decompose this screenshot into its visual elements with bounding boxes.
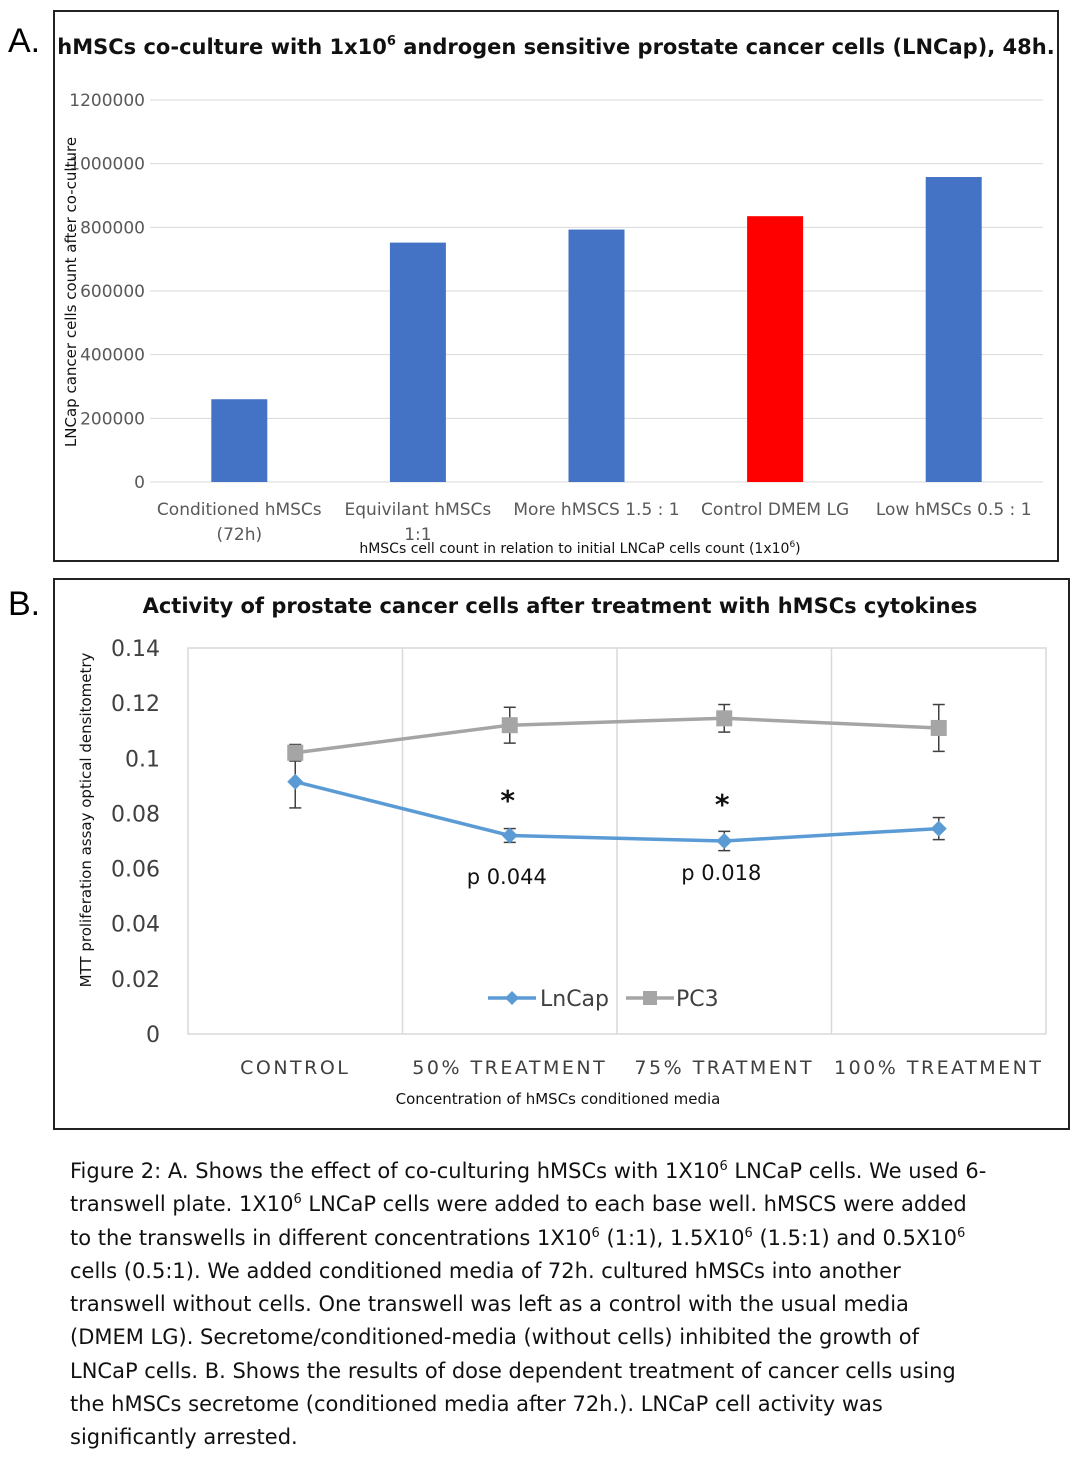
x-axis-label: hMSCs cell count in relation to initial … bbox=[359, 540, 800, 557]
significance-marker: * bbox=[715, 788, 730, 821]
y-tick-label: 600000 bbox=[80, 282, 145, 302]
chart-title: Activity of prostate cancer cells after … bbox=[143, 594, 978, 618]
caption-line: transwell without cells. One transwell w… bbox=[70, 1292, 909, 1317]
p-value-label: p 0.044 bbox=[467, 865, 547, 889]
bar bbox=[747, 216, 804, 483]
legend-marker-pc3 bbox=[643, 991, 657, 1005]
data-point bbox=[716, 710, 733, 727]
significance-marker: * bbox=[500, 784, 515, 817]
y-tick-label: 0.06 bbox=[111, 858, 160, 883]
y-tick-label: 0.08 bbox=[111, 802, 160, 827]
y-tick-label: 1200000 bbox=[69, 91, 145, 111]
y-tick-label: 0.1 bbox=[125, 747, 160, 772]
caption-line: the hMSCs secretome (conditioned media a… bbox=[70, 1392, 883, 1417]
y-tick-label: 0.04 bbox=[111, 913, 160, 938]
series-line-lncap bbox=[294, 780, 939, 843]
x-tick-label: Control DMEM LG bbox=[701, 500, 849, 520]
data-point bbox=[716, 833, 733, 849]
y-tick-label: 400000 bbox=[80, 346, 145, 366]
panel-a: hMSCs co-culture with 1x106 androgen sen… bbox=[53, 10, 1059, 562]
chart-title: hMSCs co-culture with 1x106 androgen sen… bbox=[57, 34, 1054, 59]
x-tick-label: Equivilant hMSCs 1:1 bbox=[345, 500, 492, 545]
y-axis-label: MTT proliferation assay optical densitom… bbox=[77, 652, 95, 987]
y-tick-label: 800000 bbox=[80, 218, 145, 238]
chart-title-main: hMSCs co-culture with 1x10 bbox=[57, 35, 387, 59]
x-tick-label: 100% TREATMENT bbox=[834, 1057, 1044, 1079]
data-point bbox=[501, 827, 518, 844]
caption-line: Figure 2: A. Shows the effect of co-cult… bbox=[70, 1159, 987, 1183]
y-tick-label: 200000 bbox=[80, 409, 145, 429]
caption-line: transwell plate. 1X106 LNCaP cells were … bbox=[70, 1192, 967, 1217]
panel-b: Activity of prostate cancer cells after … bbox=[53, 578, 1070, 1130]
legend-label-pc3: PC3 bbox=[676, 987, 719, 1012]
data-point bbox=[287, 773, 304, 790]
caption-line: significantly arrested. bbox=[70, 1425, 298, 1450]
p-value-label: p 0.018 bbox=[681, 861, 761, 885]
line-chart: Activity of prostate cancer cells after … bbox=[77, 594, 1047, 1108]
chart-title-sup: 6 bbox=[387, 34, 396, 49]
y-tick-label: 1000000 bbox=[69, 155, 145, 175]
x-tick-label: 75% TRATMENT bbox=[634, 1057, 814, 1079]
y-tick-label: 0.02 bbox=[111, 968, 160, 993]
y-tick-label: 0.14 bbox=[111, 637, 160, 662]
bar bbox=[925, 177, 982, 482]
x-axis-label: Concentration of hMSCs conditioned media bbox=[396, 1090, 721, 1108]
y-axis-label: LNCap cancer cells count after co-cultur… bbox=[62, 137, 80, 447]
data-point bbox=[930, 820, 947, 837]
y-tick-label: 0 bbox=[134, 473, 145, 493]
caption-line: to the transwells in different concentra… bbox=[70, 1225, 966, 1250]
caption-line: LNCaP cells. B. Shows the results of dos… bbox=[70, 1358, 956, 1383]
caption-line: cells (0.5:1). We added conditioned medi… bbox=[70, 1258, 901, 1283]
x-tick-label: Low hMSCs 0.5 : 1 bbox=[876, 500, 1032, 520]
y-tick-label: 0.12 bbox=[111, 692, 160, 717]
bar bbox=[389, 242, 446, 482]
legend-marker-lncap bbox=[505, 991, 519, 1005]
data-point bbox=[287, 744, 304, 761]
chart-title-rest: androgen sensitive prostate cancer cells… bbox=[396, 35, 1055, 59]
x-tick-label: 50% TREATMENT bbox=[412, 1057, 607, 1079]
panel-b-letter: B. bbox=[8, 585, 41, 623]
data-point bbox=[501, 717, 518, 734]
bar bbox=[211, 399, 268, 482]
legend-label-lncap: LnCap bbox=[540, 987, 609, 1012]
data-point bbox=[930, 719, 947, 736]
caption-line: (DMEM LG). Secretome/conditioned-media (… bbox=[70, 1325, 919, 1350]
x-tick-label: CONTROL bbox=[240, 1057, 350, 1079]
y-tick-label: 0 bbox=[146, 1023, 160, 1048]
series-line-pc3 bbox=[295, 716, 939, 755]
figure-caption: Figure 2: A. Shows the effect of co-cult… bbox=[70, 1155, 1060, 1455]
x-tick-label: Conditioned hMSCs (72h) bbox=[157, 500, 322, 545]
x-tick-label: More hMSCS 1.5 : 1 bbox=[513, 500, 679, 520]
bar-chart: hMSCs co-culture with 1x106 androgen sen… bbox=[57, 34, 1054, 557]
bar bbox=[568, 229, 625, 482]
panel-a-letter: A. bbox=[8, 22, 41, 60]
